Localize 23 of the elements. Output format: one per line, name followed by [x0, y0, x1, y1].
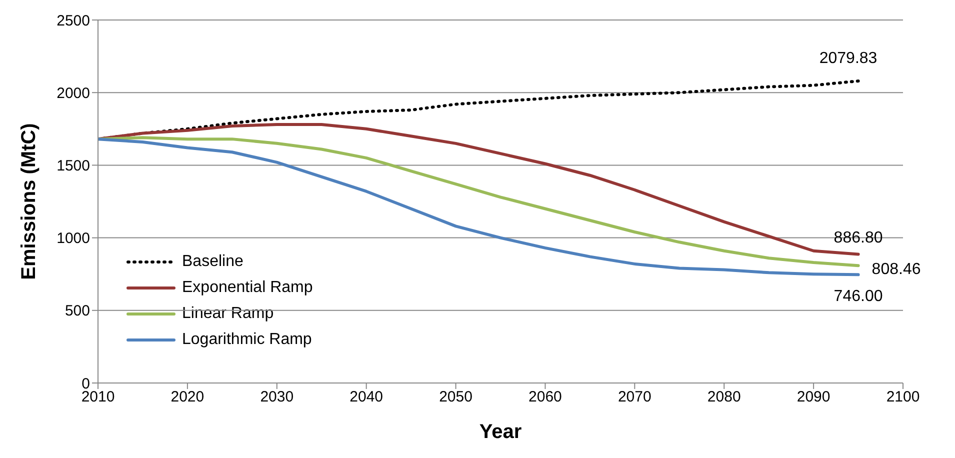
y-tick-label: 2000	[56, 84, 90, 102]
data-label: 746.00	[834, 288, 883, 305]
x-axis-title: Year	[479, 421, 522, 443]
data-label: 808.46	[872, 260, 921, 278]
y-tick-label: 500	[64, 302, 90, 320]
y-axis-title: Emissions (MtC)	[18, 123, 40, 280]
data-label: 886.80	[834, 229, 883, 246]
x-tick-label: 2090	[796, 388, 830, 406]
x-tick-label: 2100	[886, 388, 920, 406]
y-tick-label: 2500	[56, 12, 90, 30]
x-tick-label: 2050	[439, 388, 472, 406]
legend-label: Baseline	[182, 253, 244, 271]
x-tick-label: 2030	[260, 388, 294, 406]
legend-label: Exponential Ramp	[182, 279, 313, 297]
y-tick-label: 1000	[56, 230, 90, 248]
x-tick-label: 2080	[707, 388, 741, 406]
x-tick-label: 2070	[618, 388, 652, 406]
x-tick-label: 2020	[170, 388, 204, 406]
x-tick-label: 2060	[528, 388, 562, 406]
y-tick-label: 1500	[56, 158, 90, 175]
x-tick-label: 2040	[350, 388, 384, 406]
legend-label: Logarithmic Ramp	[182, 331, 312, 349]
data-label: 2079.83	[819, 50, 878, 68]
